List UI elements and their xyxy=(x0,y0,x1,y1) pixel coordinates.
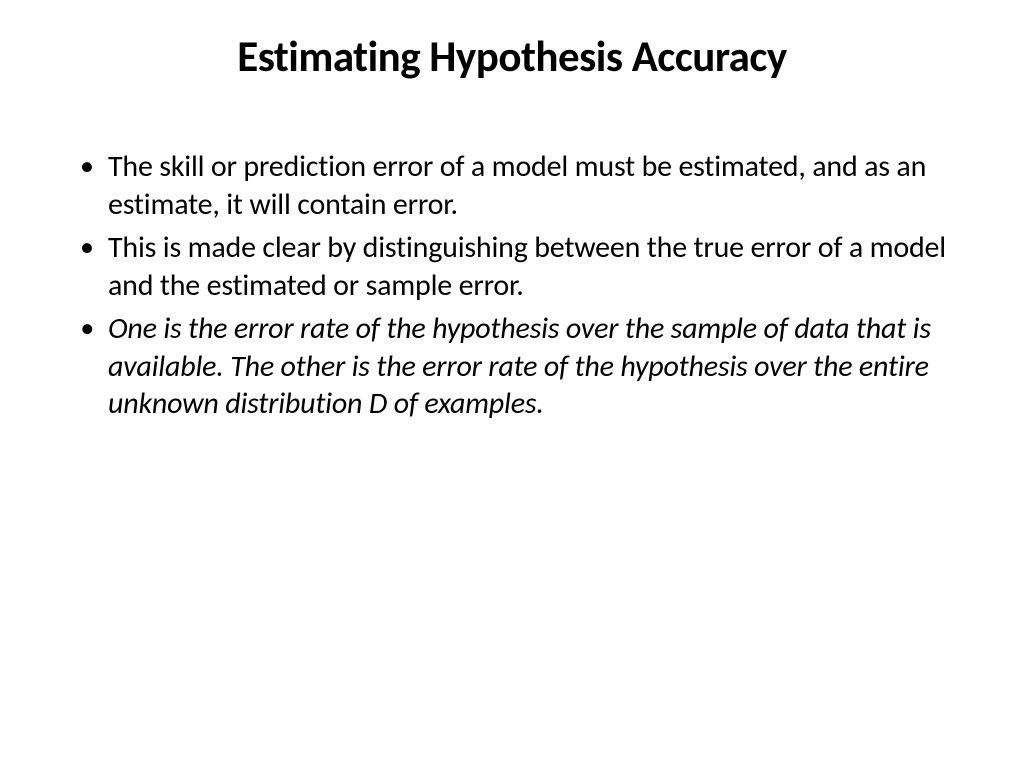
bullet-list: The skill or prediction error of a model… xyxy=(70,148,954,423)
bullet-item: The skill or prediction error of a model… xyxy=(70,148,954,223)
bullet-item: This is made clear by distinguishing bet… xyxy=(70,229,954,304)
slide-title: Estimating Hypothesis Accuracy xyxy=(70,30,954,83)
bullet-item: One is the error rate of the hypothesis … xyxy=(70,310,954,423)
